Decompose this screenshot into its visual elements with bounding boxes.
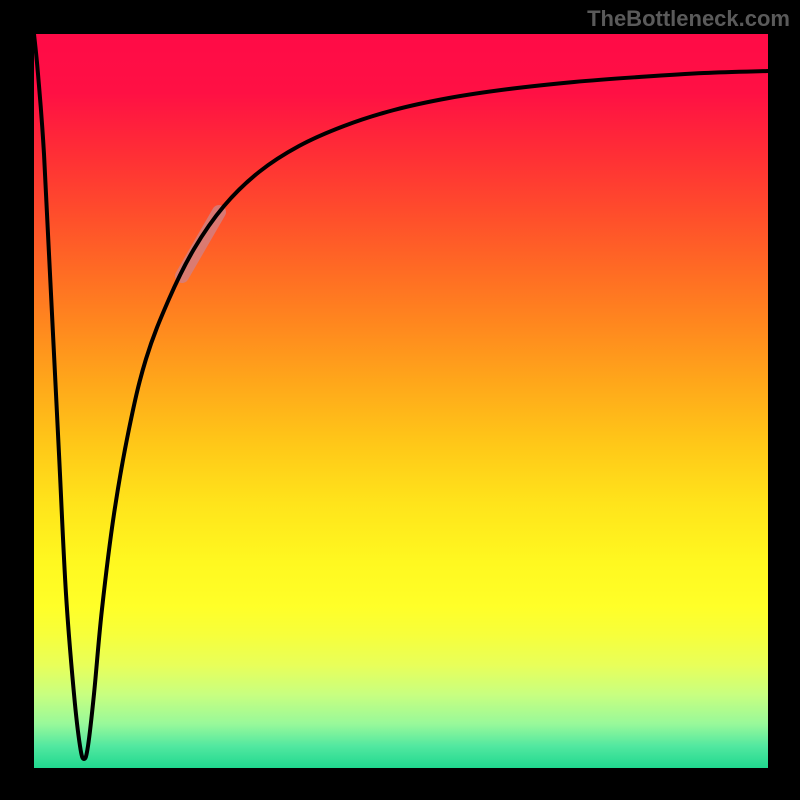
- curve-layer: [34, 34, 768, 768]
- attribution-text: TheBottleneck.com: [587, 6, 790, 32]
- bottleneck-curve: [34, 34, 768, 759]
- chart-container: TheBottleneck.com: [0, 0, 800, 800]
- plot-area: [34, 34, 768, 768]
